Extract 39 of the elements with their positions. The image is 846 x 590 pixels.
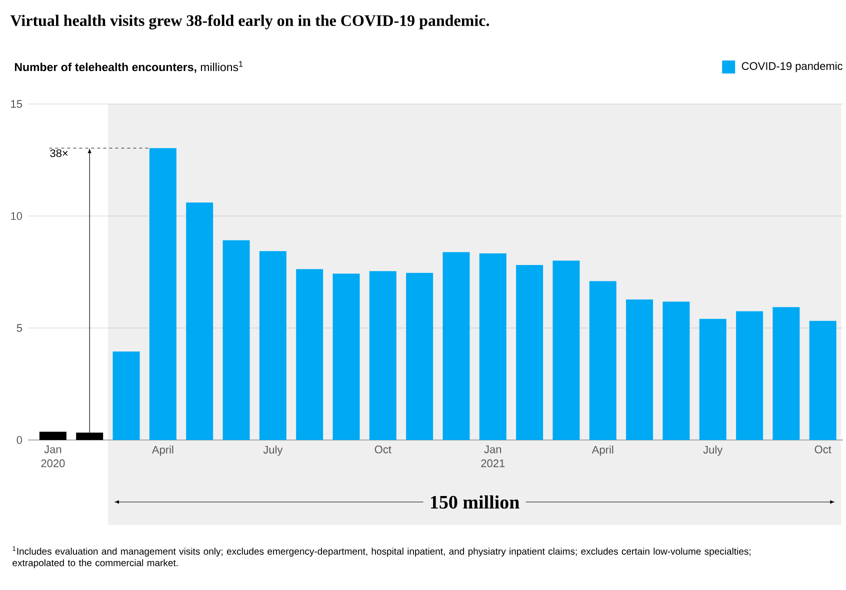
legend-label: COVID-19 pandemic [742, 62, 842, 72]
bar [296, 269, 324, 440]
bar [369, 271, 396, 440]
x-tick-label: April [592, 446, 614, 456]
x-tick-label: Jan 2021 [481, 446, 505, 468]
ref-line-label: 38× [50, 149, 68, 158]
bar [406, 272, 434, 440]
bar [552, 260, 580, 440]
bar [772, 307, 800, 440]
y-tick-label: 0 [16, 436, 22, 444]
x-tick-label: Jan 2020 [41, 446, 65, 468]
x-tick-label: April [152, 446, 174, 456]
bar [626, 300, 654, 440]
text: $^{1}$Includes evaluation and management visits only; excludes emergency-department, hospital inpatient, and physiatry inpatient claims; excludes certain low-volume specialties; extrapolated to the commercial market. [12, 546, 750, 568]
bar [809, 320, 836, 440]
bar [442, 252, 470, 440]
y-tick-label: 5 [16, 324, 22, 332]
bar [259, 251, 286, 440]
bar [112, 352, 140, 440]
x-tick-label: Oct [814, 446, 832, 454]
x-tick-label: Oct [374, 446, 392, 454]
bar [149, 148, 176, 440]
y-tick-label: 10 [11, 212, 22, 220]
bar [479, 253, 506, 440]
bar [699, 318, 726, 440]
y-tick-label: 15 [11, 100, 22, 108]
chart-title: Virtual health visits grew 38-fold early on in the COVID-19 pandemic. [10, 14, 490, 30]
bar [516, 265, 544, 440]
bar [662, 302, 690, 440]
x-tick-label: July [703, 446, 723, 456]
bar [332, 274, 360, 440]
bar [222, 240, 250, 440]
text: 150 million [430, 495, 520, 509]
bar [186, 202, 214, 440]
x-tick-label: July [263, 446, 283, 456]
bar [589, 281, 616, 440]
y-axis-title: Number of telehealth encounters, millions$^{1}$ [14, 61, 243, 73]
bar [39, 432, 66, 440]
bar [736, 311, 764, 440]
